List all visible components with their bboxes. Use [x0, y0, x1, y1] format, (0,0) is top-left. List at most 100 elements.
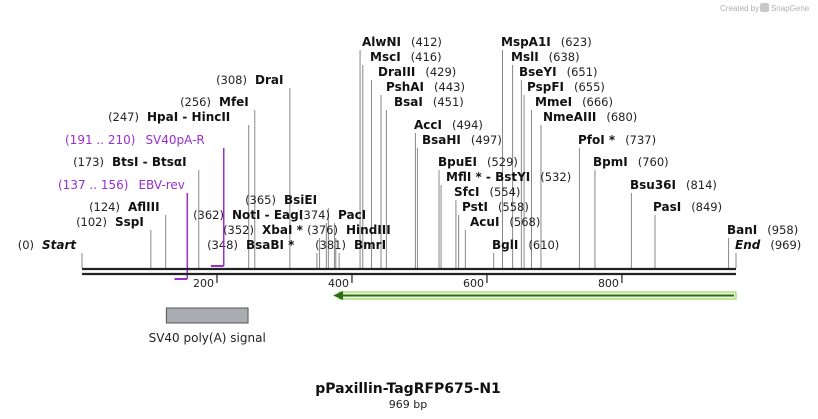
enzyme-position: (554): [489, 185, 520, 199]
enzyme-position: (623): [561, 35, 592, 49]
site-label-end[interactable]: End (969): [735, 238, 801, 252]
enzyme-name: SfcI: [454, 185, 479, 199]
enzyme-position: (416): [411, 50, 442, 64]
credit-label: Created by: [720, 4, 759, 13]
site-label-bmri[interactable]: BmrI (381): [315, 238, 386, 252]
enzyme-name: HpaI - HincII: [147, 110, 230, 124]
site-label-paci[interactable]: PacI (374): [299, 208, 366, 222]
primer-name: SV40pA-R: [145, 133, 204, 147]
enzyme-name: PacI: [338, 208, 366, 222]
site-label-nmeaiii[interactable]: NmeAIII (680): [543, 110, 637, 124]
enzyme-name: BsiEI: [284, 193, 317, 207]
site-label-mfli-bstyi[interactable]: MflI * - BstYI (532): [446, 170, 571, 184]
enzyme-position: (610): [528, 238, 559, 252]
site-label-msci[interactable]: MscI (416): [370, 50, 442, 64]
site-label-bgli[interactable]: BglI (610): [492, 238, 559, 252]
site-label-bsai[interactable]: BsaI (451): [394, 95, 464, 109]
enzyme-name: BglI: [492, 238, 518, 252]
enzyme-name: SspI: [115, 215, 144, 229]
ruler-tick-200: 200: [193, 275, 218, 290]
enzyme-position: (558): [498, 200, 529, 214]
site-label-bsiei[interactable]: BsiEI (365): [245, 193, 317, 207]
enzyme-position: (958): [767, 223, 798, 237]
enzyme-position: (256): [180, 95, 211, 109]
site-label-pspfi[interactable]: PspFI (655): [527, 80, 605, 94]
enzyme-position: (374): [299, 208, 330, 222]
enzyme-name: MscI: [370, 50, 401, 64]
enzyme-name: DraIII: [378, 65, 415, 79]
primer-range: (191 .. 210): [65, 133, 135, 147]
credit-brand: SnapGene: [771, 4, 810, 13]
enzyme-name: Start: [42, 238, 77, 252]
enzyme-name: NotI - EagI: [232, 208, 303, 222]
enzyme-position: (737): [625, 133, 656, 147]
primer-sv40pa-r[interactable]: (191 .. 210) SV40pA-R: [65, 133, 225, 267]
enzyme-name: MslI: [511, 50, 539, 64]
enzyme-position: (497): [471, 133, 502, 147]
site-label-start[interactable]: Start (0): [18, 238, 78, 252]
enzyme-position: (348): [207, 238, 238, 252]
enzyme-name: AflIII: [128, 200, 160, 214]
enzyme-position: (352): [223, 223, 254, 237]
enzyme-name: PfoI *: [578, 133, 616, 147]
site-label-afliii[interactable]: AflIII (124): [89, 200, 160, 214]
enzyme-position: (412): [411, 35, 442, 49]
enzyme-name: MfeI: [219, 95, 249, 109]
enzyme-position: (529): [487, 155, 518, 169]
site-label-bsahi[interactable]: BsaHI (497): [422, 133, 502, 147]
enzyme-position: (568): [509, 215, 540, 229]
site-label-draiii[interactable]: DraIII (429): [378, 65, 456, 79]
primer-ebv-rev[interactable]: (137 .. 156) EBV-rev: [58, 178, 189, 280]
enzyme-position: (308): [216, 73, 247, 87]
sequence-backbone: [82, 267, 736, 276]
site-label-xbai[interactable]: XbaI * (352): [223, 223, 304, 237]
site-label-bsu36i[interactable]: Bsu36I (814): [630, 178, 717, 192]
site-label-msli[interactable]: MslI (638): [511, 50, 580, 64]
site-label-sfci[interactable]: SfcI (554): [454, 185, 520, 199]
site-label-noti-eagi[interactable]: NotI - EagI (362): [193, 208, 303, 222]
enzyme-name: BanI: [727, 223, 757, 237]
site-label-hindiii[interactable]: HindIII (376): [307, 223, 391, 237]
site-label-pasi[interactable]: PasI (849): [653, 200, 722, 214]
site-label-mfei[interactable]: MfeI (256): [180, 95, 249, 109]
site-label-acui[interactable]: AcuI (568): [470, 215, 540, 229]
ruler-tick-label: 600: [463, 277, 484, 290]
site-label-bani[interactable]: BanI (958): [727, 223, 798, 237]
site-label-btsi-btsαi[interactable]: BtsI - BtsαI (173): [73, 155, 187, 169]
feature-label: SV40 poly(A) signal: [149, 331, 266, 345]
ruler-tick-800: 800: [598, 275, 623, 290]
enzyme-name: MmeI: [535, 95, 572, 109]
enzyme-position: (651): [567, 65, 598, 79]
enzyme-position: (638): [549, 50, 580, 64]
enzyme-name: BtsI - BtsαI: [112, 155, 187, 169]
site-label-bsabi[interactable]: BsaBI * (348): [207, 238, 295, 252]
enzyme-position: (381): [315, 238, 346, 252]
site-label-bpmi[interactable]: BpmI (760): [593, 155, 669, 169]
site-label-drai[interactable]: DraI (308): [216, 73, 283, 87]
site-label-hpai-hincii[interactable]: HpaI - HincII (247): [108, 110, 230, 124]
site-label-sspi[interactable]: SspI (102): [76, 215, 144, 229]
site-label-pfoi[interactable]: PfoI * (737): [578, 133, 656, 147]
ruler-tick-label: 200: [193, 277, 214, 290]
enzyme-name: Bsu36I: [630, 178, 676, 192]
enzyme-name: BpuEI: [438, 155, 477, 169]
enzyme-name: MflI * - BstYI: [446, 170, 530, 184]
site-label-acci[interactable]: AccI (494): [414, 118, 483, 132]
enzyme-position: (365): [245, 193, 276, 207]
site-label-mmei[interactable]: MmeI (666): [535, 95, 613, 109]
site-label-alwni[interactable]: AlwNI (412): [362, 35, 442, 49]
enzyme-name: BsaI: [394, 95, 423, 109]
enzyme-position: (102): [76, 215, 107, 229]
feature-reverse-arrow[interactable]: [333, 291, 737, 300]
site-label-mspa1i[interactable]: MspA1I (623): [501, 35, 592, 49]
site-label-pshai[interactable]: PshAI (443): [386, 80, 465, 94]
ruler-tick-label: 800: [598, 277, 619, 290]
enzyme-name: BpmI: [593, 155, 628, 169]
site-label-bseyi[interactable]: BseYI (651): [519, 65, 598, 79]
enzyme-name: PstI: [462, 200, 488, 214]
feature-sv40-polya[interactable]: SV40 poly(A) signal: [149, 307, 266, 345]
enzyme-position: (124): [89, 200, 120, 214]
site-label-psti[interactable]: PstI (558): [462, 200, 529, 214]
site-label-bpuei[interactable]: BpuEI (529): [438, 155, 518, 169]
